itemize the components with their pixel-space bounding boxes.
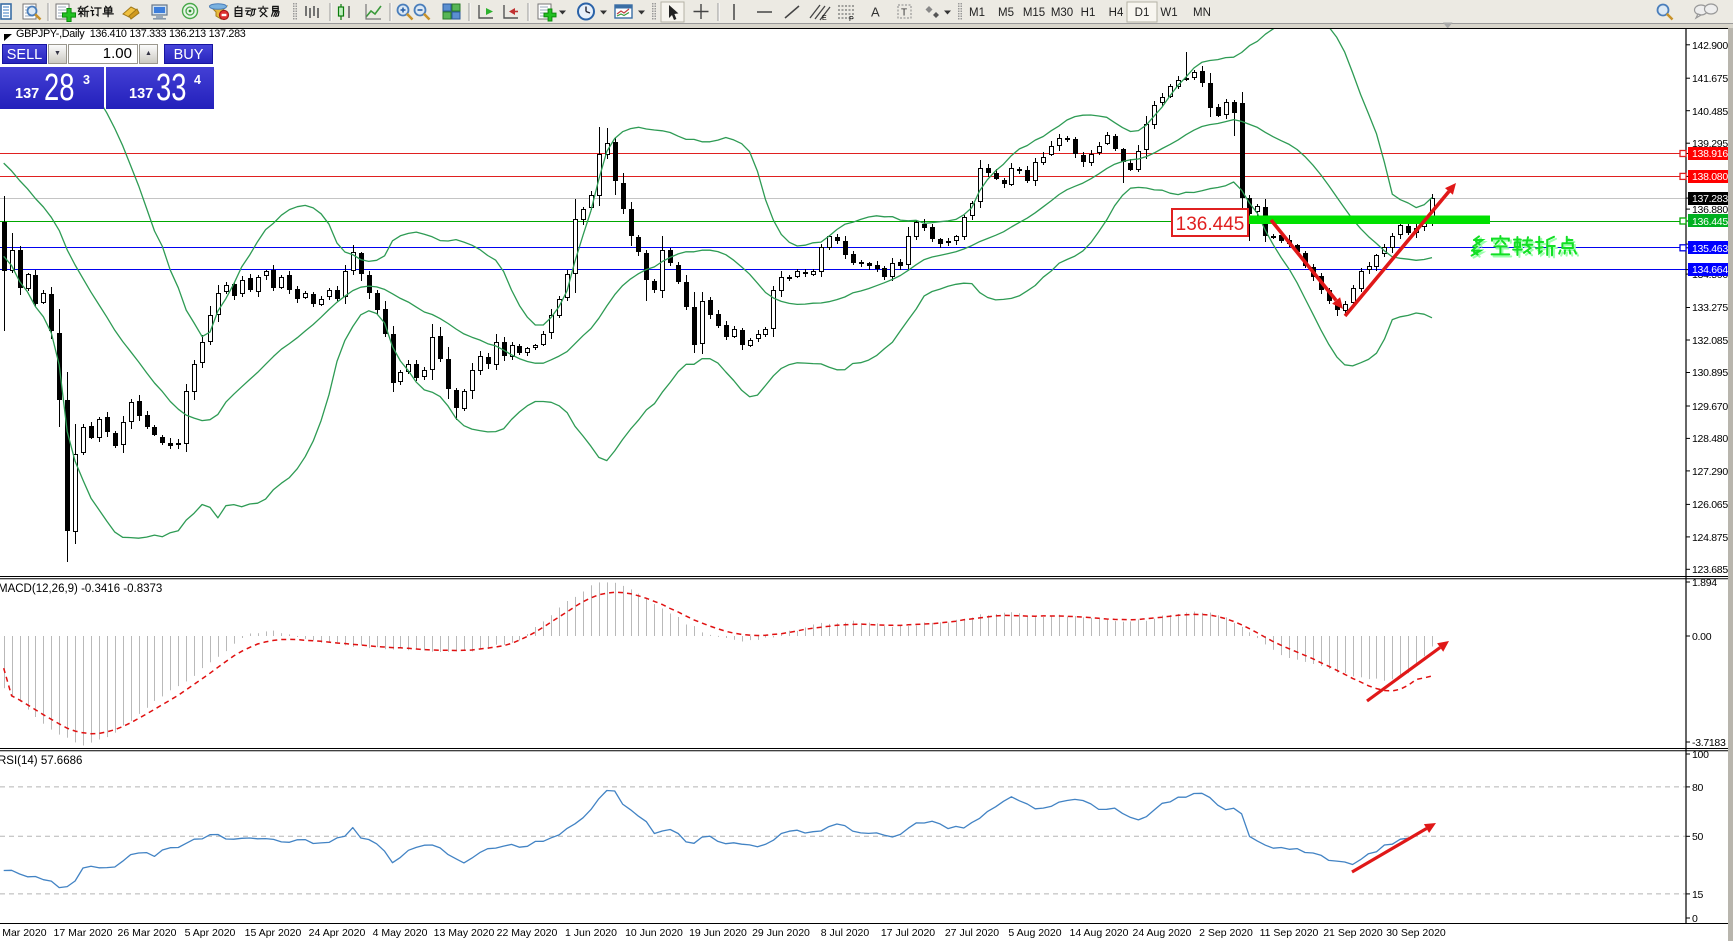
svg-text:D1: D1 (1135, 7, 1150, 19)
svg-text:10 Jun 2020: 10 Jun 2020 (625, 927, 683, 939)
svg-text:1.894: 1.894 (1692, 577, 1717, 589)
svg-text:13 May 2020: 13 May 2020 (434, 927, 495, 939)
svg-text:8 Mar 2020: 8 Mar 2020 (0, 927, 47, 939)
svg-text:T: T (901, 8, 907, 19)
svg-text:135.463: 135.463 (1692, 243, 1728, 255)
svg-text:27 Jul 2020: 27 Jul 2020 (945, 927, 999, 939)
svg-text:136.445: 136.445 (1176, 214, 1245, 235)
svg-text:M15: M15 (1023, 7, 1045, 19)
svg-text:MN: MN (1193, 7, 1211, 19)
svg-text:W1: W1 (1160, 7, 1177, 19)
svg-text:H1: H1 (1081, 7, 1096, 19)
svg-text:129.670: 129.670 (1692, 401, 1728, 413)
svg-text:142.900: 142.900 (1692, 40, 1728, 52)
svg-text:130.895: 130.895 (1692, 367, 1728, 379)
svg-text:M1: M1 (969, 7, 985, 19)
svg-text:M5: M5 (998, 7, 1014, 19)
svg-text:24 Apr 2020: 24 Apr 2020 (309, 927, 366, 939)
svg-text:123.685: 123.685 (1692, 564, 1728, 576)
svg-text:RSI(14) 57.6686: RSI(14) 57.6686 (0, 755, 82, 767)
svg-text:4 May 2020: 4 May 2020 (373, 927, 428, 939)
svg-text:134.664: 134.664 (1692, 264, 1728, 276)
svg-text:136.880: 136.880 (1692, 204, 1728, 216)
svg-text:11 Sep 2020: 11 Sep 2020 (1260, 927, 1319, 939)
svg-text:F: F (849, 16, 853, 23)
svg-text:136.445: 136.445 (1692, 216, 1728, 228)
svg-text:26 Mar 2020: 26 Mar 2020 (118, 927, 177, 939)
svg-text:124.875: 124.875 (1692, 532, 1728, 544)
svg-text:141.675: 141.675 (1692, 73, 1728, 85)
svg-text:138.080: 138.080 (1692, 171, 1728, 183)
svg-text:-3.7183: -3.7183 (1692, 737, 1726, 749)
svg-text:132.085: 132.085 (1692, 335, 1728, 347)
svg-text:29 Jun 2020: 29 Jun 2020 (752, 927, 810, 939)
svg-text:17 Mar 2020: 17 Mar 2020 (54, 927, 113, 939)
svg-text:133.275: 133.275 (1692, 302, 1728, 314)
svg-text:8 Jul 2020: 8 Jul 2020 (821, 927, 870, 939)
svg-text:2 Sep 2020: 2 Sep 2020 (1199, 927, 1253, 939)
svg-text:137.283: 137.283 (1692, 193, 1728, 205)
svg-text:0.00: 0.00 (1692, 631, 1712, 643)
svg-text:140.485: 140.485 (1692, 106, 1728, 118)
svg-text:80: 80 (1692, 782, 1704, 794)
svg-text:128.480: 128.480 (1692, 433, 1728, 445)
svg-text:15 Apr 2020: 15 Apr 2020 (245, 927, 302, 939)
svg-text:MACD(12,26,9) -0.3416 -0.8373: MACD(12,26,9) -0.3416 -0.8373 (0, 583, 162, 595)
svg-text:100: 100 (1692, 749, 1709, 761)
svg-text:138.916: 138.916 (1692, 148, 1728, 160)
svg-text:M30: M30 (1051, 7, 1073, 19)
svg-text:A: A (871, 5, 880, 20)
svg-text:15: 15 (1692, 889, 1704, 901)
svg-text:24 Aug 2020: 24 Aug 2020 (1133, 927, 1192, 939)
svg-text:126.065: 126.065 (1692, 499, 1728, 511)
svg-text:21 Sep 2020: 21 Sep 2020 (1323, 927, 1383, 939)
svg-text:17 Jul 2020: 17 Jul 2020 (881, 927, 935, 939)
svg-text:5 Aug 2020: 5 Aug 2020 (1008, 927, 1061, 939)
svg-text:14 Aug 2020: 14 Aug 2020 (1070, 927, 1129, 939)
svg-text:50: 50 (1692, 831, 1704, 843)
svg-text:0: 0 (1692, 913, 1698, 925)
svg-text:E: E (822, 15, 827, 22)
svg-text:30 Sep 2020: 30 Sep 2020 (1386, 927, 1446, 939)
svg-text:22 May 2020: 22 May 2020 (497, 927, 558, 939)
svg-text:5 Apr 2020: 5 Apr 2020 (185, 927, 236, 939)
svg-text:19 Jun 2020: 19 Jun 2020 (689, 927, 747, 939)
svg-text:1 Jun 2020: 1 Jun 2020 (565, 927, 617, 939)
svg-text:H4: H4 (1109, 7, 1124, 19)
svg-text:127.290: 127.290 (1692, 466, 1728, 478)
